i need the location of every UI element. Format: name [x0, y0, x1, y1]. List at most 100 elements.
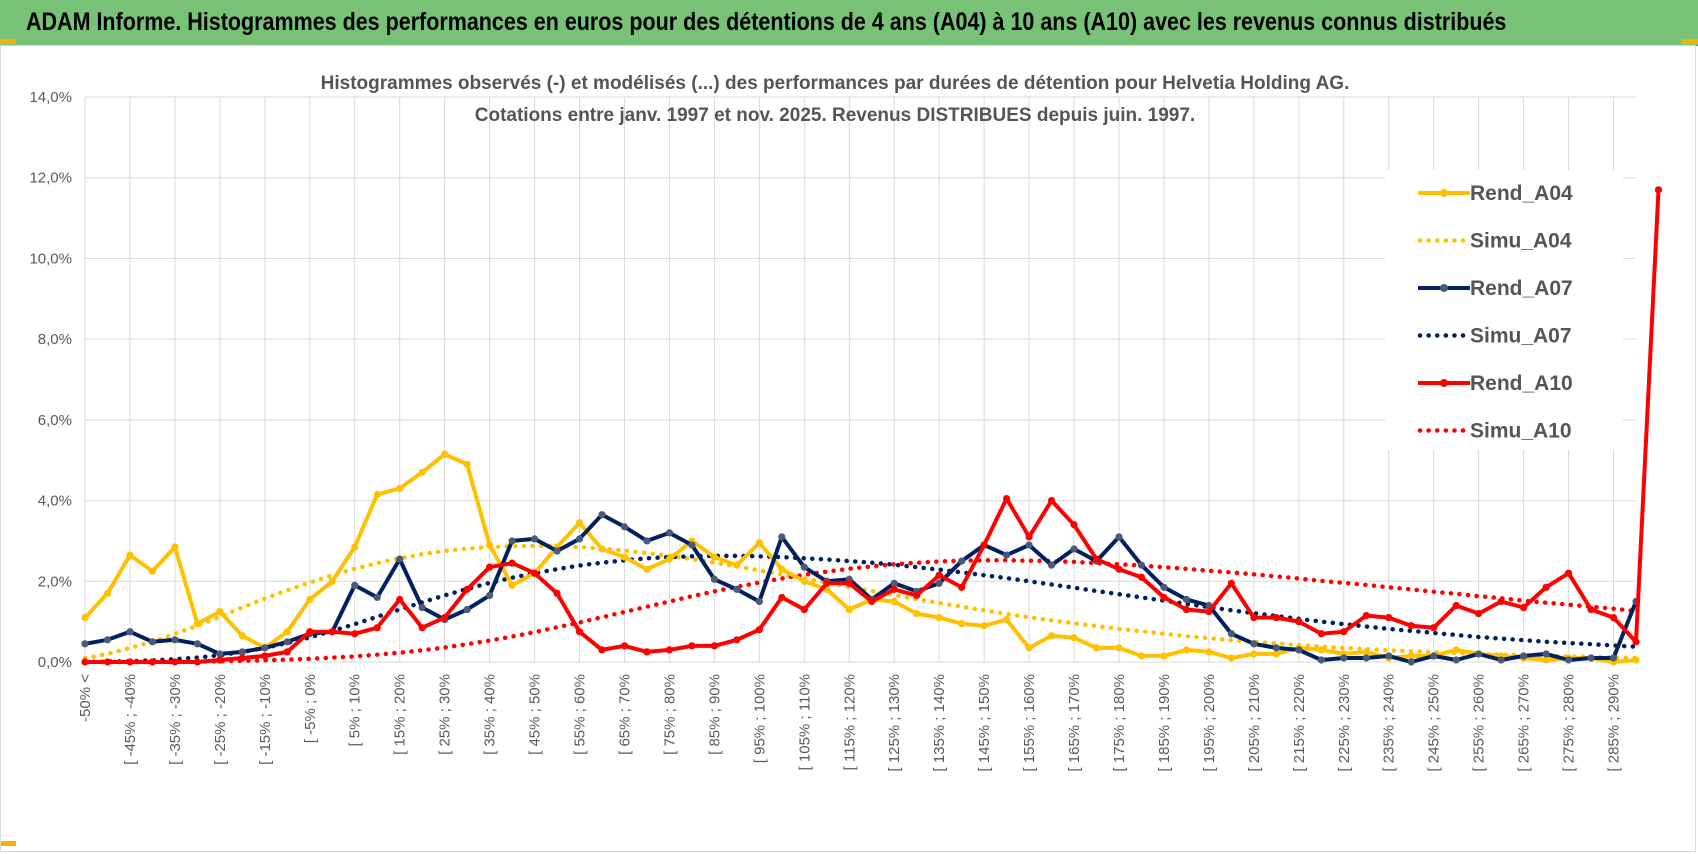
y-tick-label: 8,0% — [38, 331, 72, 348]
point-rend_a07 — [418, 603, 426, 612]
y-tick-label: 4,0% — [38, 493, 72, 510]
point-rend_a07 — [778, 533, 786, 541]
x-tick-label: [ 135% ; 140% — [931, 674, 948, 772]
point-rend_a04 — [1632, 656, 1640, 664]
point-rend_a10 — [1160, 593, 1168, 602]
point-rend_a04 — [1227, 654, 1235, 662]
point-rend_a04 — [1452, 646, 1460, 654]
point-rend_a07 — [1003, 551, 1011, 559]
point-rend_a10 — [238, 654, 246, 662]
point-rend_a10 — [665, 646, 674, 654]
point-rend_a10 — [575, 628, 584, 636]
point-rend_a07 — [1587, 654, 1595, 662]
point-rend_a10 — [1205, 607, 1213, 616]
point-rend_a10 — [1182, 605, 1191, 614]
point-rend_a10 — [1475, 609, 1483, 618]
point-rend_a04 — [935, 614, 943, 622]
point-rend_a07 — [1227, 630, 1235, 638]
point-rend_a10 — [1407, 622, 1415, 630]
point-rend_a04 — [148, 567, 157, 575]
point-rend_a04 — [620, 553, 629, 561]
point-rend_a07 — [1362, 654, 1370, 662]
point-rend_a07 — [665, 529, 674, 537]
series-rend_a07 — [81, 511, 1640, 666]
y-tick-label: 0,0% — [38, 654, 72, 671]
point-rend_a04 — [1317, 646, 1325, 654]
point-rend_a04 — [216, 607, 224, 616]
point-rend_a04 — [1092, 644, 1101, 652]
point-rend_a10 — [935, 571, 943, 579]
series-simu_a04 — [82, 543, 1639, 661]
point-rend_a10 — [171, 658, 179, 666]
point-rend_a07 — [575, 535, 584, 543]
point-rend_a04 — [1272, 650, 1280, 658]
point-rend_a10 — [1587, 605, 1595, 614]
x-tick-label: [ 275% ; 280% — [1561, 674, 1578, 772]
point-rend_a07 — [1272, 644, 1280, 652]
point-rend_a04 — [441, 450, 449, 458]
series-rend_a10 — [81, 186, 1663, 666]
point-rend_a07 — [1609, 654, 1618, 662]
point-rend_a07 — [530, 535, 539, 543]
legend-label: Rend_A07 — [1470, 277, 1573, 300]
point-rend_a10 — [800, 605, 808, 614]
point-rend_a07 — [81, 640, 89, 648]
point-rend_a04 — [126, 551, 134, 559]
legend-background — [1385, 170, 1623, 450]
point-rend_a07 — [620, 523, 629, 531]
point-rend_a10 — [508, 559, 516, 567]
point-rend_a04 — [328, 577, 336, 585]
x-tick-label: [ 245% ; 250% — [1426, 674, 1443, 772]
point-rend_a10 — [306, 628, 314, 636]
x-tick-label: [ 35% ; 40% — [482, 674, 499, 755]
point-rend_a07 — [463, 605, 471, 614]
point-rend_a10 — [1137, 573, 1146, 581]
point-rend_a07 — [1475, 650, 1483, 658]
point-rend_a10 — [1340, 628, 1348, 636]
point-rend_a04 — [643, 565, 651, 573]
point-rend_a07 — [1497, 656, 1505, 664]
point-rend_a10 — [126, 658, 134, 666]
point-rend_a10 — [463, 585, 471, 593]
x-tick-label: [ -35% ; -30% — [167, 674, 184, 765]
point-rend_a07 — [1317, 656, 1325, 664]
point-rend_a04 — [665, 555, 674, 563]
point-rend_a07 — [508, 537, 516, 545]
point-rend_a04 — [1003, 616, 1011, 624]
point-rend_a10 — [1295, 618, 1303, 626]
point-rend_a04 — [1250, 650, 1258, 658]
point-rend_a04 — [913, 609, 921, 618]
point-rend_a10 — [755, 626, 763, 634]
point-rend_a04 — [81, 614, 89, 622]
point-rend_a04 — [1182, 646, 1191, 654]
point-rend_a10 — [373, 624, 381, 632]
point-rend_a10 — [620, 642, 629, 650]
point-rend_a04 — [958, 620, 966, 628]
point-rend_a10 — [1025, 533, 1033, 541]
point-rend_a10 — [868, 597, 876, 606]
point-rend_a07 — [1340, 654, 1348, 662]
point-rend_a07 — [1564, 656, 1573, 664]
point-rend_a10 — [81, 658, 89, 666]
point-rend_a07 — [1025, 541, 1033, 549]
point-rend_a04 — [373, 490, 381, 499]
point-rend_a07 — [1542, 650, 1550, 658]
point-rend_a10 — [1520, 603, 1528, 612]
point-rend_a07 — [261, 644, 269, 652]
y-tick-label: 14,0% — [29, 89, 72, 106]
point-rend_a10 — [1430, 624, 1438, 632]
point-rend_a10 — [598, 646, 606, 654]
x-tick-label: [ 5% ; 10% — [347, 674, 364, 747]
legend-marker — [1440, 379, 1448, 387]
point-rend_a07 — [935, 579, 943, 587]
point-rend_a07 — [688, 541, 696, 549]
legend-marker — [1440, 189, 1448, 197]
point-rend_a10 — [778, 593, 786, 602]
point-rend_a04 — [1115, 644, 1123, 652]
point-rend_a10 — [261, 652, 269, 660]
point-rend_a10 — [890, 585, 898, 593]
point-rend_a07 — [216, 650, 224, 658]
point-rend_a04 — [238, 632, 246, 640]
x-tick-label: [ 205% ; 210% — [1246, 674, 1263, 772]
point-rend_a04 — [800, 577, 808, 585]
